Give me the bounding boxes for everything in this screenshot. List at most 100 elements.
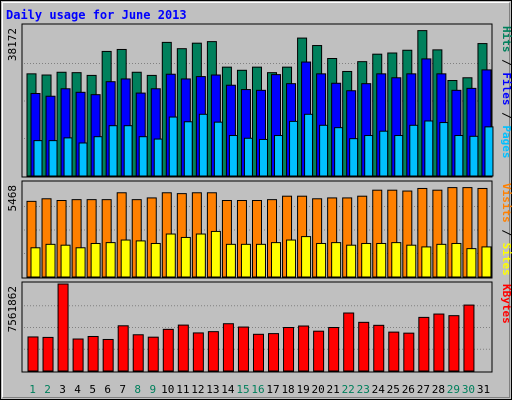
x-tick-label-day-27: 27 — [417, 383, 430, 396]
bar-sites-day-4 — [75, 247, 86, 278]
x-axis-labels: 1 2 3 4 5 6 7 8 9 10 11 12 13 14 15 16 17 18 19 20 21 22 23 24 2… — [29, 383, 490, 396]
bar-kbytes-day-12 — [192, 332, 204, 372]
bar-sites-day-17 — [271, 242, 282, 278]
bar-sites-day-23 — [361, 242, 372, 278]
bar-pages-day-3 — [63, 137, 73, 177]
bar-kbytes-day-27 — [418, 316, 430, 372]
bar-sites-day-30 — [466, 248, 477, 278]
bar-kbytes-day-7 — [117, 325, 129, 372]
x-tick-label-day-14: 14 — [221, 383, 235, 396]
bar-pages-day-23 — [364, 135, 374, 177]
bar-sites-day-29 — [451, 242, 462, 278]
bar-sites-day-14 — [225, 243, 236, 278]
x-tick-label-day-22: 22 — [342, 383, 355, 396]
bar-sites-day-6 — [105, 242, 116, 278]
panel-hits-files-pages: 38172 Hits / Files / Pages — [6, 23, 512, 178]
bar-sites-day-21 — [331, 242, 342, 278]
bar-pages-day-17 — [274, 135, 284, 177]
legend-hits: Hits — [500, 26, 512, 53]
x-tick-label-day-20: 20 — [312, 383, 325, 396]
bar-sites-day-31 — [481, 246, 492, 278]
x-tick-label-day-5: 5 — [89, 383, 96, 396]
bar-pages-day-19 — [304, 113, 314, 177]
bar-sites-day-1 — [30, 247, 41, 278]
x-tick-label-day-13: 13 — [206, 383, 219, 396]
x-tick-label-day-31: 31 — [477, 383, 490, 396]
panel-legend: Visits / Sites — [500, 183, 512, 276]
bar-sites-day-8 — [135, 240, 146, 278]
bar-pages-day-1 — [33, 140, 43, 177]
bar-kbytes-day-26 — [403, 332, 415, 372]
legend-visits: Visits — [500, 183, 512, 223]
bar-sites-day-5 — [90, 242, 101, 278]
bar-sites-day-16 — [255, 243, 266, 278]
bar-kbytes-day-3 — [57, 283, 69, 372]
panel-legend: Hits / Files / Pages — [500, 26, 512, 159]
bar-kbytes-day-4 — [72, 338, 84, 372]
panel-legend: KBytes — [500, 284, 512, 324]
x-tick-label-day-4: 4 — [74, 383, 81, 396]
x-tick-label-day-26: 26 — [402, 383, 415, 396]
legend-separator: / — [500, 106, 512, 126]
bar-sites-day-11 — [180, 236, 191, 278]
bar-sites-day-24 — [376, 242, 387, 278]
bar-pages-day-30 — [469, 135, 479, 177]
bar-kbytes-day-16 — [252, 333, 264, 372]
bar-pages-day-12 — [198, 113, 208, 177]
bar-kbytes-day-14 — [222, 323, 234, 372]
bar-kbytes-day-6 — [102, 338, 114, 372]
x-tick-label-day-15: 15 — [236, 383, 249, 396]
x-tick-label-day-2: 2 — [44, 383, 51, 396]
bar-kbytes-day-28 — [433, 313, 445, 372]
bar-pages-day-25 — [394, 135, 404, 177]
bar-pages-day-27 — [424, 120, 434, 177]
bar-sites-day-20 — [316, 242, 327, 278]
bar-pages-day-7 — [123, 125, 133, 177]
bar-sites-day-19 — [301, 236, 312, 278]
bar-sites-day-26 — [406, 244, 417, 278]
x-tick-label-day-25: 25 — [387, 383, 400, 396]
x-tick-label-day-16: 16 — [251, 383, 264, 396]
bar-kbytes-day-17 — [268, 333, 280, 372]
bar-pages-day-18 — [289, 120, 299, 177]
x-tick-label-day-17: 17 — [266, 383, 279, 396]
bar-pages-day-15 — [243, 137, 253, 177]
bar-kbytes-day-1 — [27, 336, 39, 372]
x-tick-label-day-19: 19 — [296, 383, 309, 396]
bar-kbytes-day-29 — [448, 315, 460, 372]
panel-kbytes: 7561862 KBytes — [6, 281, 512, 373]
x-tick-label-day-24: 24 — [372, 383, 386, 396]
bar-kbytes-day-10 — [162, 328, 174, 372]
bar-pages-day-31 — [484, 126, 494, 177]
chart-title: Daily usage for June 2013 — [6, 8, 187, 22]
bar-pages-day-22 — [349, 138, 359, 177]
bar-pages-day-20 — [319, 124, 329, 177]
bar-pages-day-4 — [78, 142, 88, 177]
legend-pages: Pages — [500, 125, 512, 158]
bar-kbytes-day-11 — [177, 324, 189, 372]
bar-sites-day-28 — [436, 243, 447, 278]
legend-separator: / — [500, 223, 512, 243]
bar-pages-day-21 — [334, 127, 344, 177]
bar-kbytes-day-22 — [343, 312, 355, 372]
bar-pages-day-6 — [108, 125, 118, 177]
x-tick-label-day-9: 9 — [149, 383, 156, 396]
bar-pages-day-2 — [48, 140, 58, 177]
bar-sites-day-25 — [391, 242, 402, 278]
bar-kbytes-day-15 — [237, 326, 249, 372]
bar-kbytes-day-20 — [313, 330, 325, 372]
bar-kbytes-day-19 — [298, 325, 310, 372]
x-tick-label-day-6: 6 — [104, 383, 111, 396]
panel-max-label: 7561862 — [6, 286, 19, 332]
bar-sites-day-13 — [210, 230, 221, 278]
bar-sites-day-10 — [165, 233, 176, 278]
x-tick-label-day-30: 30 — [462, 383, 475, 396]
x-tick-label-day-7: 7 — [119, 383, 126, 396]
x-tick-label-day-1: 1 — [29, 383, 36, 396]
x-tick-label-day-8: 8 — [134, 383, 141, 396]
bar-kbytes-day-9 — [147, 336, 159, 372]
x-tick-label-day-3: 3 — [59, 383, 66, 396]
bar-sites-day-15 — [240, 243, 251, 278]
bar-sites-day-9 — [150, 242, 161, 278]
legend-kbytes: KBytes — [500, 284, 512, 324]
